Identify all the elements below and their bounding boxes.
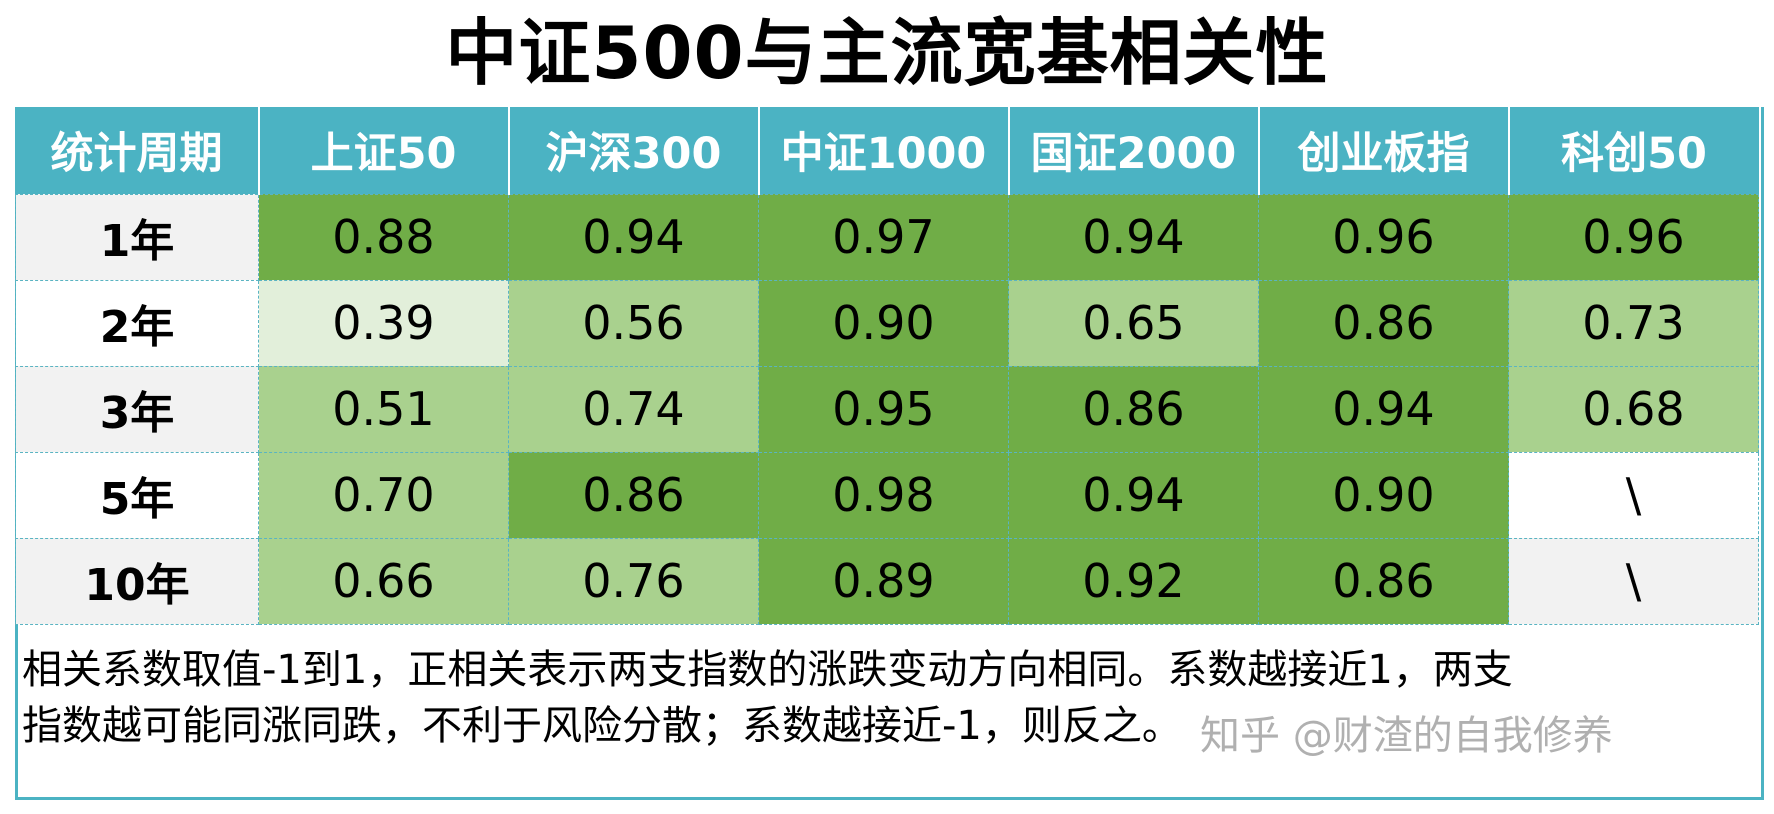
header-period: 统计周期 [15,107,259,194]
footnote-line-2: 指数越可能同涨同跌，不利于风险分散；系数越接近-1，则反之。 [22,703,1182,749]
correlation-cell: 0.56 [508,279,759,367]
row-period-label: 2年 [15,279,259,367]
header-kc50: 科创50 [1507,107,1759,194]
correlation-cell: 0.92 [1008,537,1259,625]
table-row: 1年 0.88 0.94 0.97 0.94 0.96 0.96 [15,193,1759,281]
correlation-cell: 0.70 [258,451,509,539]
correlation-cell: 0.76 [508,537,759,625]
correlation-cell: \ [1508,537,1759,625]
chart-title: 中证500与主流宽基相关性 [445,11,1329,95]
row-period-label: 3年 [15,365,259,453]
header-hs300: 沪深300 [507,107,759,194]
correlation-cell: 0.88 [258,193,509,281]
table-row: 3年 0.51 0.74 0.95 0.86 0.94 0.68 [15,365,1759,453]
correlation-cell: 0.96 [1508,193,1759,281]
header-row: 统计周期 上证50 沪深300 中证1000 国证2000 创业板指 科创50 [15,107,1759,194]
correlation-cell: 0.98 [758,451,1009,539]
correlation-cell: 0.68 [1508,365,1759,453]
correlation-cell: 0.89 [758,537,1009,625]
correlation-cell: 0.90 [1258,451,1509,539]
correlation-cell: 0.86 [1258,537,1509,625]
table-row: 5年 0.70 0.86 0.98 0.94 0.90 \ [15,451,1759,539]
correlation-cell: 0.65 [1008,279,1259,367]
correlation-cell: 0.51 [258,365,509,453]
correlation-cell: 0.86 [1008,365,1259,453]
header-cyb: 创业板指 [1257,107,1509,194]
row-period-label: 5年 [15,451,259,539]
correlation-cell: 0.73 [1508,279,1759,367]
correlation-cell: 0.74 [508,365,759,453]
correlation-cell: 0.66 [258,537,509,625]
correlation-cell: 0.95 [758,365,1009,453]
watermark: 知乎 @财渣的自我修养 [1200,713,1613,759]
correlation-cell: 0.94 [1258,365,1509,453]
header-zz1000: 中证1000 [757,107,1009,194]
correlation-cell: 0.96 [1258,193,1509,281]
correlation-cell: 0.39 [258,279,509,367]
table-row: 10年 0.66 0.76 0.89 0.92 0.86 \ [15,537,1759,625]
correlation-cell: 0.94 [1008,193,1259,281]
row-period-label: 1年 [15,193,259,281]
header-sz50: 上证50 [257,107,509,194]
correlation-cell: 0.94 [508,193,759,281]
correlation-cell: 0.97 [758,193,1009,281]
correlation-cell: 0.86 [1258,279,1509,367]
footnote-line-1: 相关系数取值-1到1，正相关表示两支指数的涨跌变动方向相同。系数越接近1，两支 [22,647,1513,693]
correlation-cell: 0.94 [1008,451,1259,539]
correlation-cell: 0.90 [758,279,1009,367]
table-row: 2年 0.39 0.56 0.90 0.65 0.86 0.73 [15,279,1759,367]
footnote: 相关系数取值-1到1，正相关表示两支指数的涨跌变动方向相同。系数越接近1，两支 … [22,642,1752,754]
correlation-table: 统计周期 上证50 沪深300 中证1000 国证2000 创业板指 科创50 … [15,107,1759,625]
header-gz2000: 国证2000 [1007,107,1259,194]
correlation-cell: \ [1508,451,1759,539]
row-period-label: 10年 [15,537,259,625]
correlation-cell: 0.86 [508,451,759,539]
